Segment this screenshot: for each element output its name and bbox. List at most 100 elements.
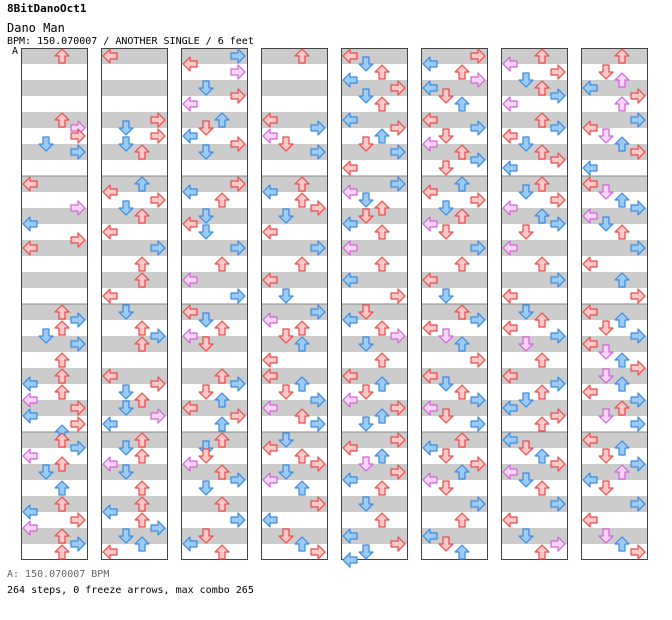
up-arrow-icon: [534, 384, 550, 400]
left-arrow-icon: [582, 208, 598, 224]
right-arrow-icon: [230, 176, 246, 192]
right-arrow-icon: [470, 72, 486, 88]
right-arrow-icon: [470, 392, 486, 408]
up-arrow-icon: [454, 512, 470, 528]
left-arrow-icon: [422, 184, 438, 200]
up-arrow-icon: [454, 144, 470, 160]
left-arrow-icon: [582, 176, 598, 192]
left-arrow-icon: [582, 160, 598, 176]
right-arrow-icon: [310, 120, 326, 136]
left-arrow-icon: [262, 224, 278, 240]
down-arrow-icon: [358, 208, 374, 224]
up-arrow-icon: [294, 336, 310, 352]
right-arrow-icon: [70, 200, 86, 216]
up-arrow-icon: [134, 176, 150, 192]
up-arrow-icon: [54, 544, 70, 560]
up-arrow-icon: [534, 448, 550, 464]
beat-band: [261, 528, 328, 544]
up-arrow-icon: [54, 432, 70, 448]
right-arrow-icon: [550, 120, 566, 136]
left-arrow-icon: [102, 504, 118, 520]
up-arrow-icon: [294, 192, 310, 208]
right-arrow-icon: [630, 416, 646, 432]
down-arrow-icon: [118, 464, 134, 480]
up-arrow-icon: [374, 408, 390, 424]
left-arrow-icon: [182, 328, 198, 344]
down-arrow-icon: [598, 184, 614, 200]
down-arrow-icon: [598, 368, 614, 384]
beat-band: [101, 464, 168, 480]
right-arrow-icon: [230, 48, 246, 64]
right-arrow-icon: [470, 240, 486, 256]
down-arrow-icon: [278, 432, 294, 448]
down-arrow-icon: [518, 528, 534, 544]
beat-band: [261, 80, 328, 96]
up-arrow-icon: [614, 400, 630, 416]
down-arrow-icon: [358, 56, 374, 72]
down-arrow-icon: [278, 328, 294, 344]
chart-stats: 264 steps, 0 freeze arrows, max combo 26…: [7, 585, 254, 596]
down-arrow-icon: [278, 384, 294, 400]
beat-band: [341, 48, 408, 64]
beat-band: [21, 240, 88, 256]
right-arrow-icon: [550, 88, 566, 104]
bpm-legend: A: 150.070007 BPM: [7, 569, 110, 580]
beat-band: [21, 400, 88, 416]
up-arrow-icon: [214, 416, 230, 432]
beat-band: [421, 528, 488, 544]
left-arrow-icon: [182, 400, 198, 416]
right-arrow-icon: [470, 352, 486, 368]
left-arrow-icon: [262, 400, 278, 416]
up-arrow-icon: [134, 536, 150, 552]
up-arrow-icon: [454, 336, 470, 352]
up-arrow-icon: [534, 544, 550, 560]
right-arrow-icon: [550, 152, 566, 168]
left-arrow-icon: [342, 472, 358, 488]
up-arrow-icon: [534, 352, 550, 368]
right-arrow-icon: [70, 336, 86, 352]
right-arrow-icon: [630, 112, 646, 128]
right-arrow-icon: [390, 400, 406, 416]
left-arrow-icon: [22, 376, 38, 392]
down-arrow-icon: [358, 416, 374, 432]
column-border: [341, 48, 408, 560]
beat-band: [21, 144, 88, 160]
left-arrow-icon: [342, 240, 358, 256]
up-arrow-icon: [454, 464, 470, 480]
beat-band: [341, 368, 408, 384]
left-arrow-icon: [582, 256, 598, 272]
chart-column: [21, 48, 88, 560]
up-arrow-icon: [134, 432, 150, 448]
down-arrow-icon: [118, 384, 134, 400]
down-arrow-icon: [438, 288, 454, 304]
right-arrow-icon: [230, 288, 246, 304]
beat-band: [181, 304, 248, 320]
up-arrow-icon: [614, 376, 630, 392]
down-arrow-icon: [358, 304, 374, 320]
right-arrow-icon: [310, 496, 326, 512]
left-arrow-icon: [582, 384, 598, 400]
left-arrow-icon: [342, 48, 358, 64]
beat-band: [101, 80, 168, 96]
right-arrow-icon: [630, 240, 646, 256]
right-arrow-icon: [310, 456, 326, 472]
right-arrow-icon: [390, 328, 406, 344]
down-arrow-icon: [118, 120, 134, 136]
beat-band: [181, 80, 248, 96]
down-arrow-icon: [198, 80, 214, 96]
down-arrow-icon: [438, 160, 454, 176]
down-arrow-icon: [118, 136, 134, 152]
right-arrow-icon: [630, 392, 646, 408]
right-arrow-icon: [550, 192, 566, 208]
right-arrow-icon: [550, 64, 566, 80]
beat-band: [421, 272, 488, 288]
beat-band: [581, 112, 648, 128]
left-arrow-icon: [102, 368, 118, 384]
up-arrow-icon: [374, 448, 390, 464]
right-arrow-icon: [150, 192, 166, 208]
right-arrow-icon: [470, 496, 486, 512]
down-arrow-icon: [278, 464, 294, 480]
beat-band: [341, 272, 408, 288]
left-arrow-icon: [342, 216, 358, 232]
up-arrow-icon: [374, 64, 390, 80]
